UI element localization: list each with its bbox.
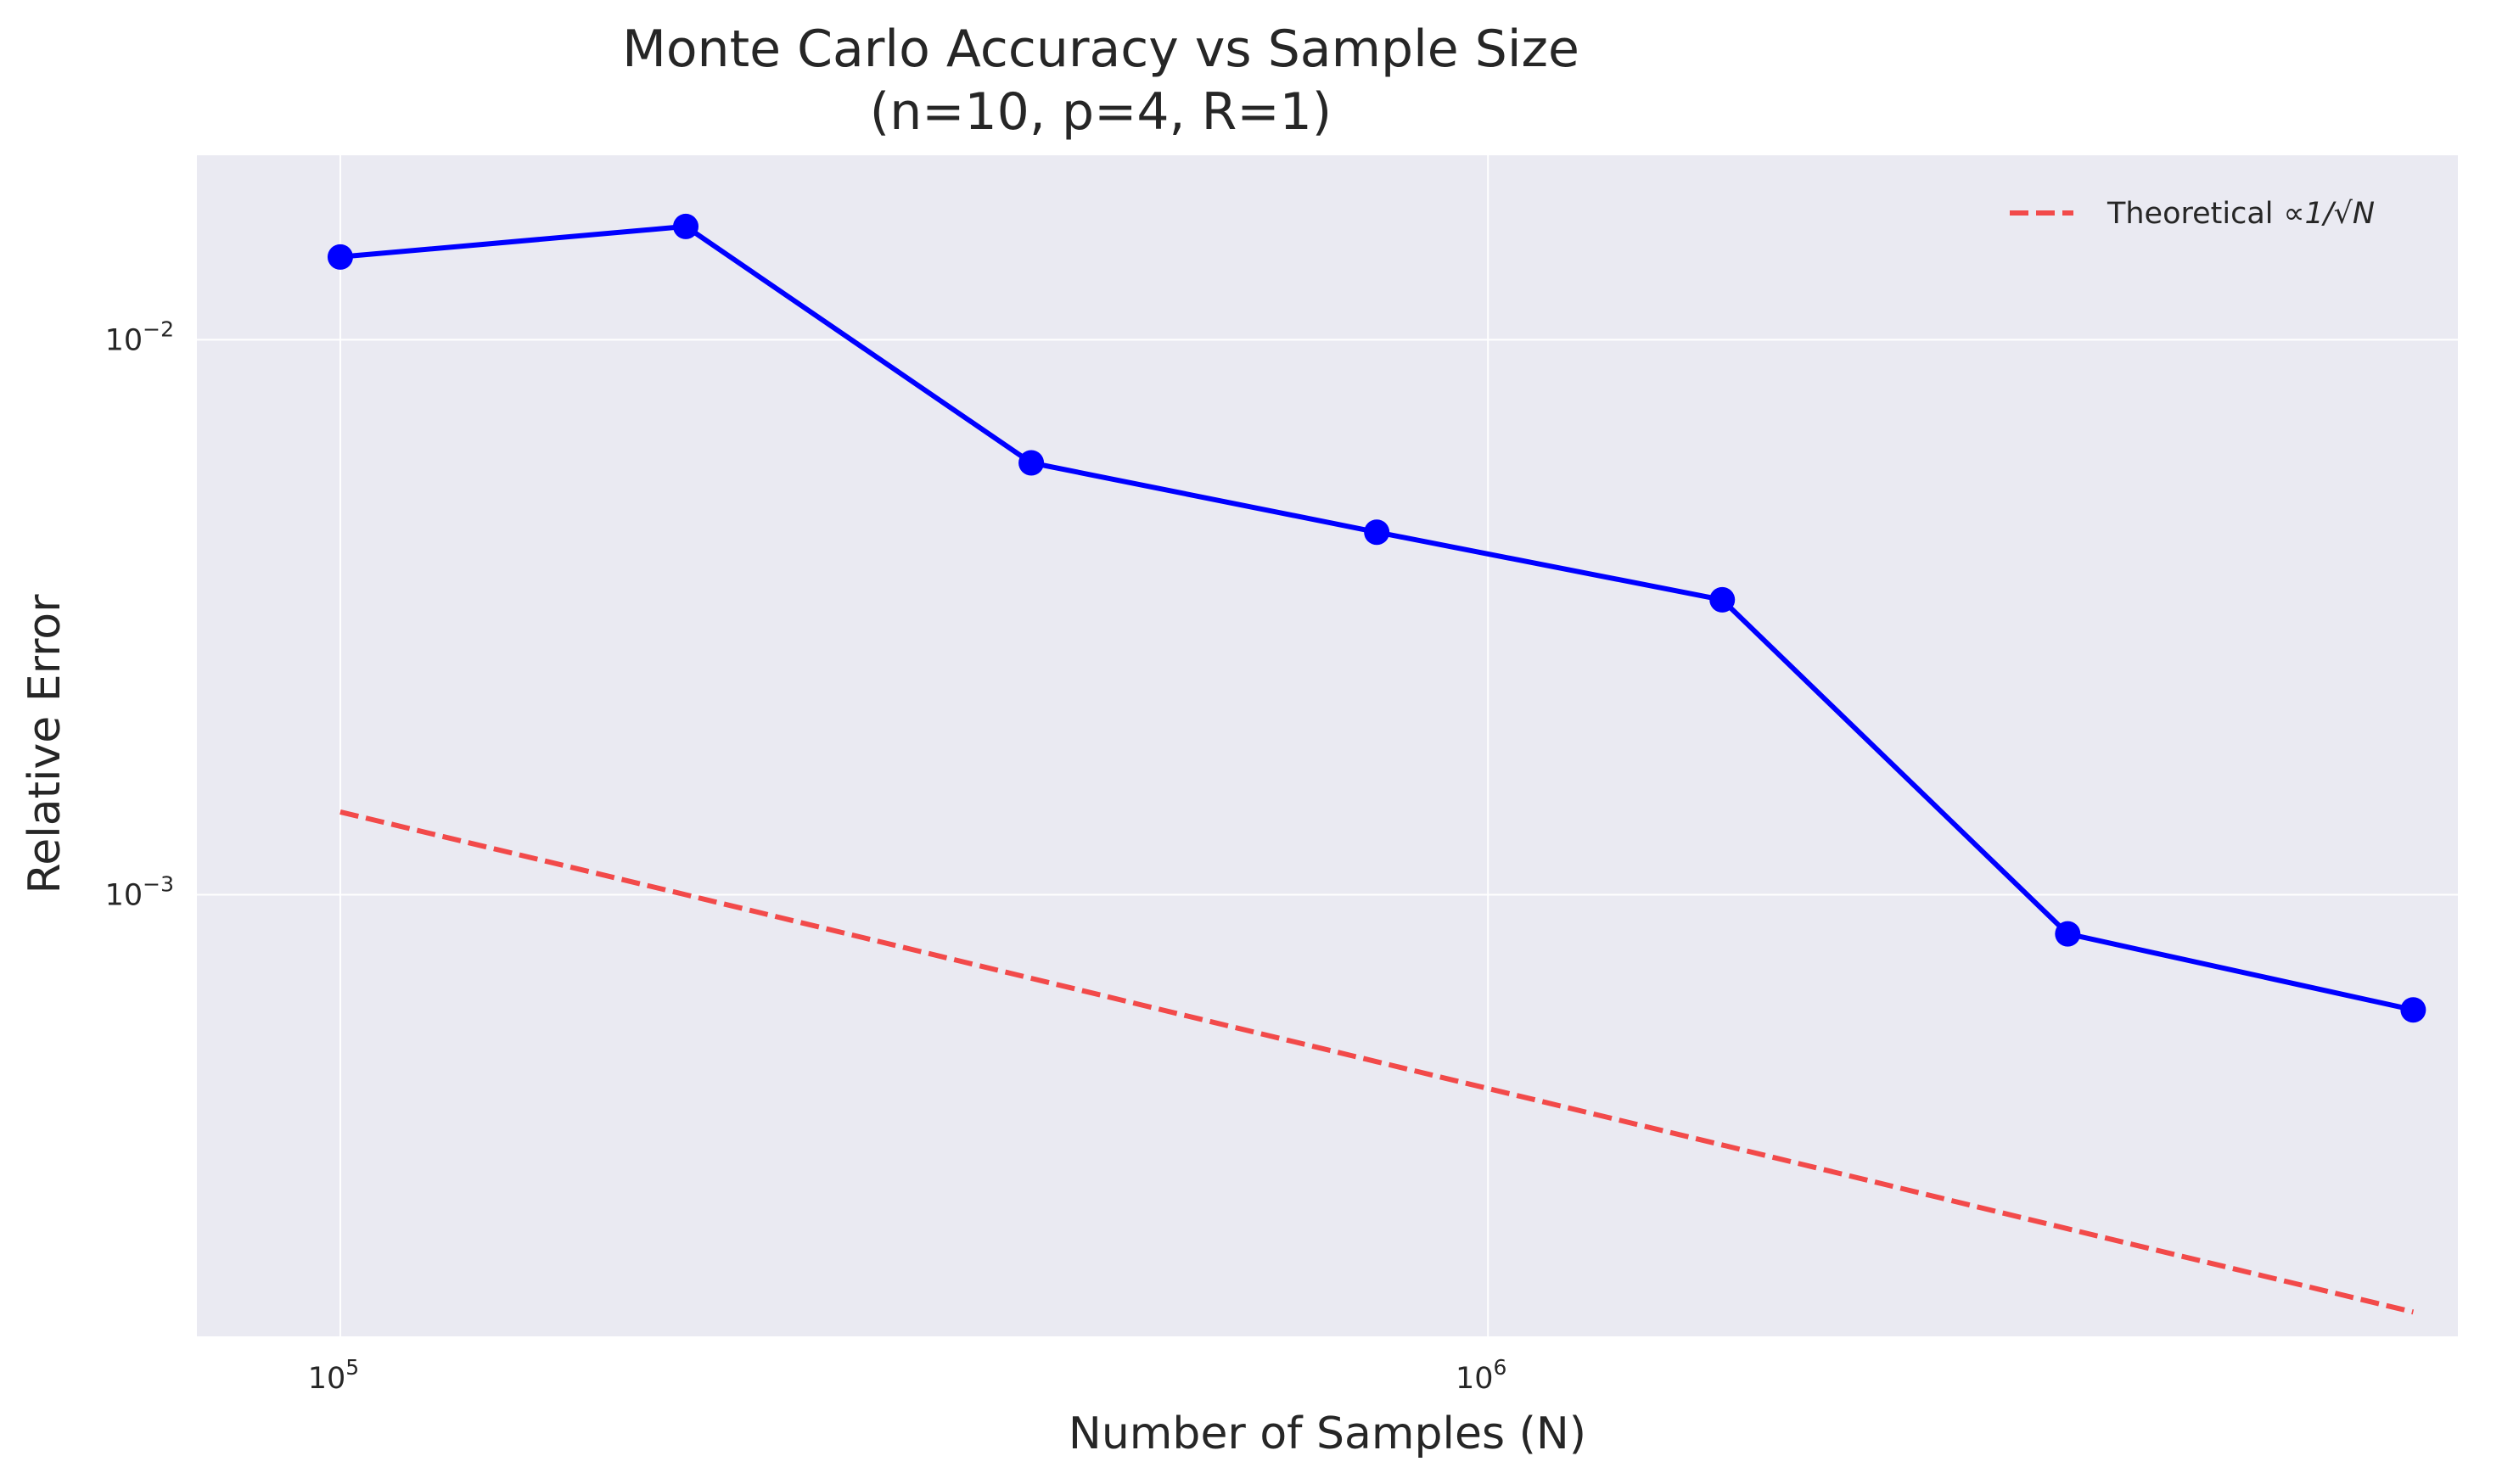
series-line-1 (339, 809, 2415, 1315)
tick-labels: 105 106 10−2 10−3 (105, 316, 1507, 1396)
plot-area (197, 155, 2458, 1336)
x-tick-label-1: 106 (1456, 1355, 1506, 1396)
data-point-0-2 (1018, 450, 1045, 476)
grid (197, 155, 2458, 1336)
x-axis-label: Number of Samples (N) (1069, 1408, 1586, 1459)
y-axis-label: Relative Error (20, 594, 70, 894)
y-tick-label-0: 10−2 (105, 316, 174, 357)
legend-label-text: Theoretical (2107, 197, 2274, 231)
data-point-0-4 (1709, 586, 1736, 613)
legend: Theoretical ∝1/√N (2010, 197, 2375, 231)
data-point-0-3 (1364, 519, 1390, 546)
y-tick-label-1: 10−3 (105, 871, 174, 912)
data-point-0-5 (2055, 921, 2081, 947)
chart-subtitle: (n=10, p=4, R=1) (870, 82, 1332, 142)
data-point-0-1 (673, 213, 699, 239)
series-layer (327, 213, 2426, 1315)
x-tick-label-0: 105 (308, 1355, 359, 1396)
chart-title: Monte Carlo Accuracy vs Sample Size (622, 20, 1579, 79)
data-point-0-0 (327, 244, 353, 270)
data-point-0-6 (2400, 997, 2426, 1023)
legend-label-theoretical: Theoretical ∝1/√N (2107, 197, 2375, 231)
legend-label-math: ∝1/√N (2284, 197, 2376, 231)
